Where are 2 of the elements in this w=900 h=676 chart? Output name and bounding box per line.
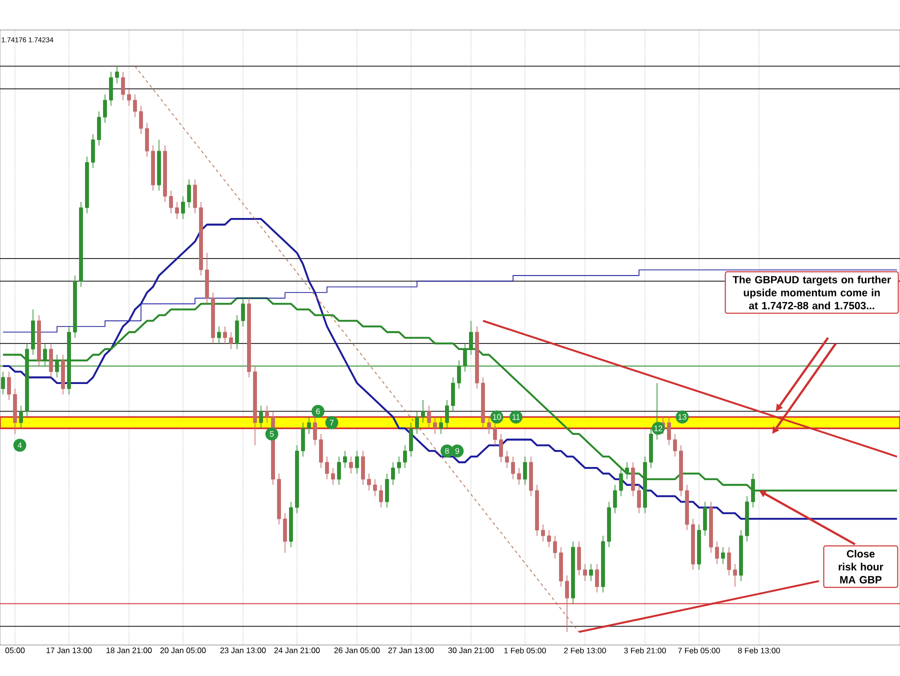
annotation: The GBPAUD targets on further upside momentum come in at 1.7472-88 and 1.7503... [732, 276, 891, 310]
annotation: Close risk hour MA GBP [838, 550, 884, 584]
